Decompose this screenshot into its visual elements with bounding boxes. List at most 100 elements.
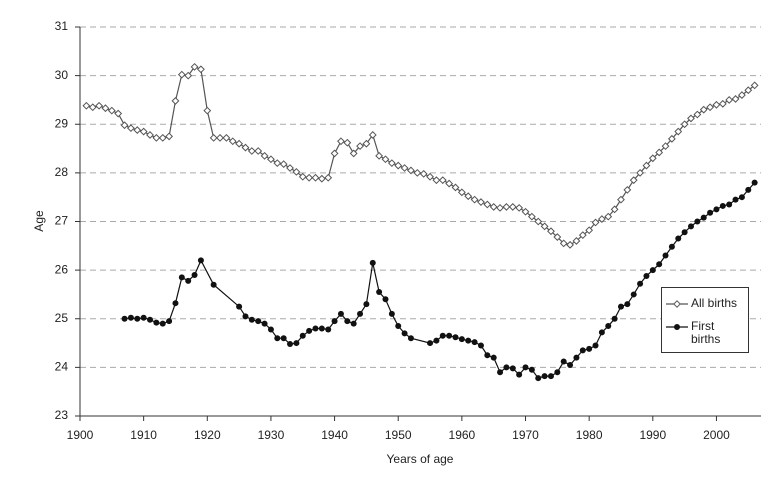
data-point — [216, 133, 224, 142]
data-point — [648, 154, 657, 163]
data-point — [490, 354, 497, 361]
series-line — [124, 182, 756, 379]
data-point — [235, 139, 244, 148]
x-tick-label: 1960 — [449, 428, 476, 442]
data-point — [400, 164, 409, 172]
data-point — [573, 354, 580, 361]
data-point — [745, 186, 752, 193]
data-point — [566, 240, 574, 249]
data-point — [687, 114, 695, 123]
data-point — [394, 161, 403, 170]
data-point — [261, 320, 268, 327]
data-point — [375, 151, 384, 160]
data-point — [401, 330, 408, 337]
data-point — [610, 205, 619, 214]
data-point — [527, 212, 536, 221]
data-point — [560, 358, 567, 365]
data-point — [521, 207, 530, 216]
data-point — [643, 272, 650, 279]
data-point — [629, 176, 638, 185]
data-point — [598, 329, 605, 336]
data-point — [693, 110, 702, 119]
data-point — [286, 164, 294, 172]
x-tick-label: 1950 — [385, 428, 412, 442]
data-point — [694, 218, 701, 225]
data-point — [134, 315, 141, 322]
y-tick-label: 25 — [55, 311, 69, 325]
data-point — [255, 318, 262, 325]
y-tick-label: 23 — [55, 408, 69, 422]
data-point — [357, 310, 364, 317]
x-tick-label: 1990 — [639, 428, 666, 442]
data-point — [344, 318, 351, 325]
data-point — [458, 336, 465, 343]
data-point — [586, 345, 593, 352]
data-point — [630, 291, 637, 298]
data-point — [675, 235, 682, 242]
data-point — [604, 212, 613, 221]
legend-item: First births — [666, 320, 744, 346]
data-point — [107, 106, 116, 115]
data-point — [617, 195, 625, 204]
data-point — [376, 289, 383, 296]
data-point — [636, 168, 644, 177]
data-point — [668, 243, 675, 250]
data-point — [750, 81, 759, 90]
data-point — [159, 320, 166, 327]
data-point — [585, 226, 594, 235]
data-point — [649, 267, 656, 274]
y-axis-label: Age — [32, 210, 46, 232]
data-point — [395, 323, 402, 330]
data-point — [127, 314, 134, 321]
data-point — [438, 176, 447, 185]
data-point — [236, 303, 243, 310]
data-point — [528, 366, 535, 373]
data-point — [381, 155, 390, 164]
data-point — [82, 101, 91, 110]
data-point — [477, 342, 484, 349]
data-point — [325, 326, 332, 333]
data-point — [655, 148, 664, 157]
data-point — [751, 179, 758, 186]
x-tick-label: 1980 — [576, 428, 603, 442]
data-point — [718, 99, 727, 108]
data-point — [579, 347, 586, 354]
data-point — [362, 139, 371, 148]
data-point — [540, 222, 549, 231]
data-point — [699, 105, 708, 114]
data-point — [197, 65, 205, 74]
data-point — [541, 373, 548, 380]
y-tick-label: 28 — [55, 165, 69, 179]
data-point — [254, 147, 263, 155]
data-point — [483, 200, 492, 209]
data-point — [637, 280, 644, 287]
data-point — [158, 133, 167, 142]
data-point — [127, 124, 135, 133]
data-point — [298, 172, 307, 181]
data-point — [445, 179, 454, 188]
data-point — [292, 167, 301, 176]
legend-swatch — [666, 324, 688, 330]
data-point — [484, 352, 491, 359]
data-point — [496, 203, 504, 212]
data-point — [191, 271, 198, 278]
legend-item: All births — [666, 297, 744, 310]
data-point — [559, 239, 568, 248]
data-point — [152, 133, 161, 142]
x-tick-label: 1910 — [130, 428, 157, 442]
data-point — [267, 326, 274, 333]
x-tick-label: 1930 — [258, 428, 285, 442]
data-point — [470, 195, 479, 204]
data-point — [457, 188, 466, 197]
x-tick-label: 1900 — [67, 428, 94, 442]
data-point — [439, 332, 446, 339]
data-point — [306, 327, 313, 334]
data-point — [171, 97, 180, 105]
data-point — [209, 133, 218, 142]
data-point — [605, 323, 612, 330]
legend-label: All births — [691, 296, 738, 310]
data-point — [617, 303, 624, 310]
data-point — [707, 209, 714, 216]
data-point — [242, 313, 249, 320]
data-point — [489, 203, 498, 211]
